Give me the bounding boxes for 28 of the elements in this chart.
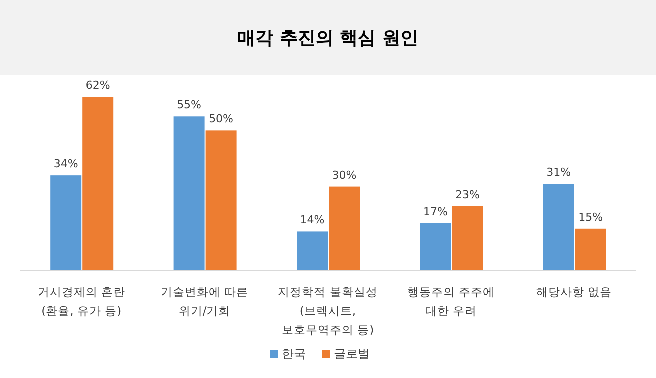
data-label: 30% <box>332 168 357 182</box>
data-label: 15% <box>578 210 604 224</box>
chart-title: 매각 추진의 핵심 원인 <box>238 28 418 49</box>
data-label: 34% <box>54 158 78 171</box>
bar <box>174 116 205 271</box>
bar <box>82 97 114 271</box>
bar <box>50 176 82 271</box>
x-tick-label: 행동주의 주주에 대한 우려 <box>407 285 496 318</box>
bar <box>452 206 484 271</box>
bar <box>543 184 574 271</box>
data-label: 23% <box>455 188 480 202</box>
x-tick-label: 거시경제의 혼란 (환율, 유가 등) <box>38 285 126 318</box>
data-label: 31% <box>546 166 572 179</box>
data-label: 62% <box>86 79 110 92</box>
x-tick-label: 기술변화에 따른 위기/기회 <box>160 285 249 318</box>
x-tick-label: 지정학적 불확실성 (브렉시트, 보호무역주의 등) <box>278 285 378 337</box>
data-label: 14% <box>300 214 325 227</box>
legend-label: 글로벌 <box>334 347 370 361</box>
bar <box>297 232 328 271</box>
data-label: 50% <box>209 112 234 126</box>
bar <box>329 186 360 271</box>
x-tick-label: 해당사항 없음 <box>536 285 612 299</box>
bar <box>420 223 452 271</box>
bar <box>575 228 606 271</box>
data-label: 55% <box>177 98 202 112</box>
bar <box>206 130 237 271</box>
legend-label: 한국 <box>282 347 306 361</box>
data-label: 17% <box>423 205 448 218</box>
